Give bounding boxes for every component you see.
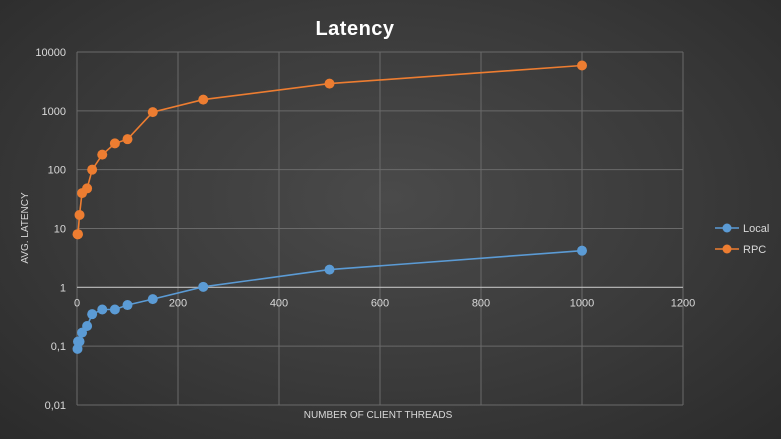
data-point-local: [147, 294, 158, 305]
data-point-rpc: [74, 209, 85, 220]
y-tick-label: 10: [54, 224, 66, 236]
data-point-rpc: [577, 60, 587, 71]
x-tick-label: 800: [472, 297, 490, 309]
x-tick-label: 1000: [570, 297, 594, 309]
data-point-local: [122, 300, 133, 311]
x-tick-label: 0: [74, 297, 80, 309]
y-tick-label: 100: [48, 165, 66, 177]
data-point-local: [109, 304, 120, 315]
data-point-local: [577, 245, 587, 256]
legend-marker-local: [722, 223, 732, 233]
data-point-local: [87, 309, 98, 320]
x-tick-label: 400: [270, 297, 288, 309]
axes: 0,01 0,1 1 10 100 1000 10000 0 200 400 600 800 1000 1…: [35, 47, 695, 412]
chart-title: Latency: [315, 18, 394, 40]
data-point-rpc: [87, 164, 98, 175]
y-tick-label: 0,1: [51, 341, 66, 353]
data-point-rpc: [324, 78, 335, 89]
x-tick-label: 1200: [671, 297, 695, 309]
legend-label-local: Local: [743, 223, 769, 235]
y-tick-label: 0,01: [45, 400, 66, 412]
data-point-rpc: [97, 149, 108, 160]
x-tick-label: 600: [371, 297, 389, 309]
data-point-rpc: [122, 134, 133, 145]
data-point-local: [82, 321, 93, 332]
series-line-rpc: [77, 64, 583, 235]
y-axis-title: AVG. LATENCY: [20, 192, 31, 264]
data-point-rpc: [73, 229, 84, 240]
x-axis-title: NUMBER OF CLIENT THREADS: [304, 410, 453, 421]
y-tick-label: 1000: [42, 106, 66, 118]
data-point-rpc: [147, 107, 158, 118]
y-tick-label: 1: [60, 282, 66, 294]
plot-area: [72, 60, 587, 354]
data-point-local: [198, 281, 209, 292]
y-tick-label: 10000: [35, 47, 66, 59]
x-tick-label: 200: [169, 297, 187, 309]
legend-label-rpc: RPC: [743, 244, 766, 256]
legend: Local RPC: [715, 223, 769, 256]
data-point-local: [74, 336, 85, 347]
data-point-local: [324, 264, 335, 275]
data-point-rpc: [82, 183, 93, 194]
data-point-rpc: [198, 94, 209, 105]
legend-marker-rpc: [722, 244, 732, 254]
data-point-rpc: [109, 138, 120, 149]
data-point-local: [97, 304, 108, 315]
grid: [76, 51, 684, 406]
